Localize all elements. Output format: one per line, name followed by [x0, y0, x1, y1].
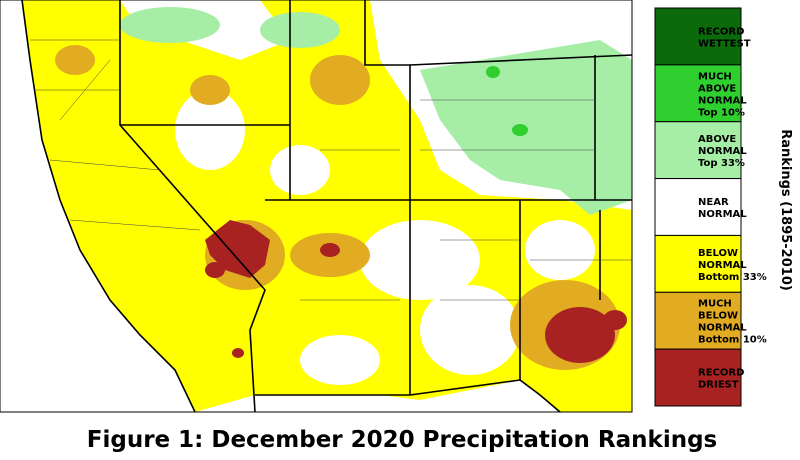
legend-label: NEAR: [698, 197, 729, 208]
legend-label: WETTEST: [698, 38, 751, 49]
legend-label: NORMAL: [698, 323, 747, 334]
legend-swatch: [654, 7, 742, 66]
legend-swatch: [654, 64, 742, 123]
legend-label: NORMAL: [698, 146, 747, 157]
caption: Figure 1: December 2020 Precipitation Ra…: [87, 427, 717, 453]
legend-swatch: [654, 348, 742, 407]
map: [0, 0, 633, 413]
legend-label: Bottom 33%: [698, 272, 767, 283]
legend-swatch: [654, 234, 742, 293]
legend-label: BELOW: [698, 248, 738, 259]
mexico: [195, 380, 560, 412]
legend-label: NORMAL: [698, 95, 747, 106]
legend-label: NORMAL: [698, 209, 747, 220]
legend-swatch: [654, 178, 742, 236]
legend-swatch: [654, 121, 742, 180]
legend-label: ABOVE: [698, 134, 736, 145]
ocean: [0, 0, 195, 412]
county-borders: [30, 39, 632, 301]
legend-label: NORMAL: [698, 260, 747, 271]
map-frame: [0, 0, 633, 413]
legend-label: Top 33%: [698, 158, 745, 169]
legend-label: BELOW: [698, 311, 738, 322]
legend-label: Top 10%: [698, 107, 745, 118]
legend-label: ABOVE: [698, 83, 736, 94]
legend-title: Rankings (1895-2010): [778, 129, 793, 291]
legend-label: DRIEST: [698, 380, 739, 391]
legend-label: MUCH: [698, 71, 732, 82]
legend-label: MUCH: [698, 299, 732, 310]
legend-swatch: [654, 291, 742, 350]
state-borders: [21, 0, 633, 413]
legend-label: RECORD: [698, 368, 744, 379]
legend-label: RECORD: [698, 26, 744, 37]
record-driest-areas: [205, 220, 627, 363]
much-above-areas: [486, 66, 528, 136]
legend-label: Bottom 10%: [698, 335, 767, 346]
